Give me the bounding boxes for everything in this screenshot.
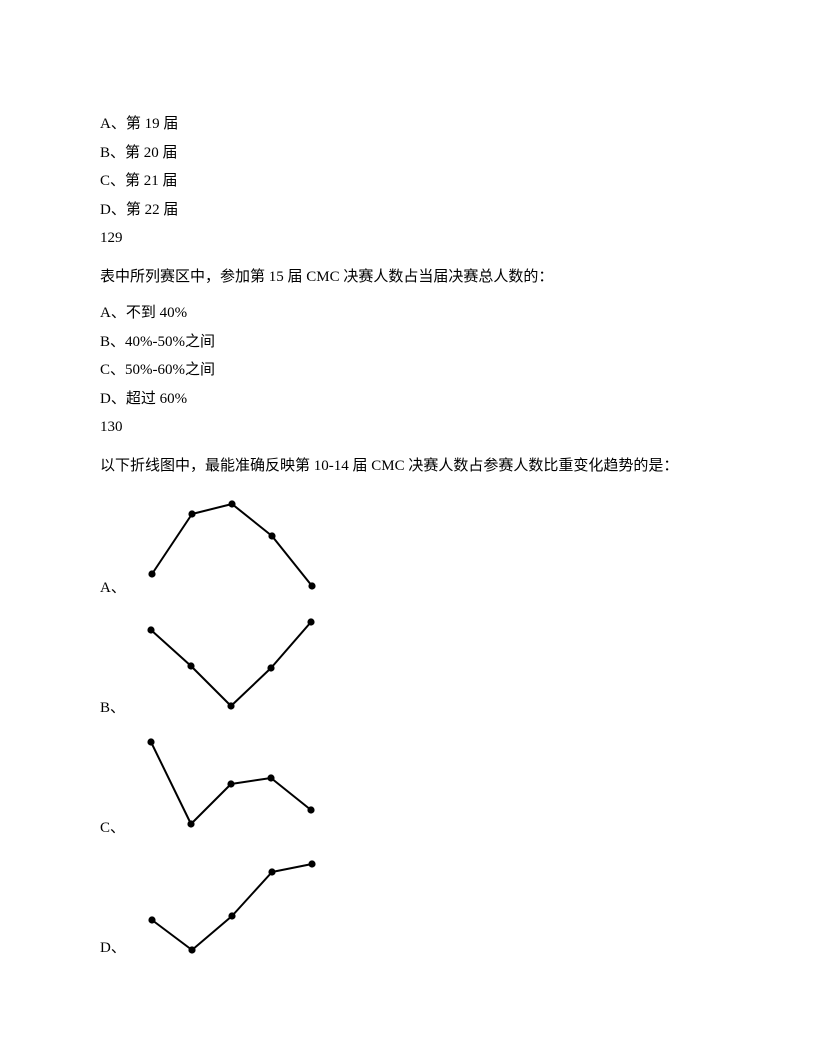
q129-option-c: C、50%-60%之间 xyxy=(100,356,716,385)
q130-option-d: D、 xyxy=(100,848,716,964)
q130-number: 130 xyxy=(100,413,716,442)
q129-text: 表中所列赛区中，参加第 15 届 CMC 决赛人数占当届决赛总人数的： xyxy=(100,263,716,292)
q130-label-b: B、 xyxy=(100,694,125,725)
line-chart-b xyxy=(131,608,331,724)
line-chart-c xyxy=(131,728,331,844)
line-chart-a xyxy=(132,488,332,604)
q129-number: 129 xyxy=(100,224,716,253)
q130-option-b: B、 xyxy=(100,608,716,724)
q128-option-c: C、第 21 届 xyxy=(100,167,716,196)
q130-text: 以下折线图中，最能准确反映第 10-14 届 CMC 决赛人数占参赛人数比重变化… xyxy=(100,452,716,481)
line-chart-d xyxy=(132,848,332,964)
q130-label-a: A、 xyxy=(100,574,126,605)
q130-option-c: C、 xyxy=(100,728,716,844)
q128-option-a: A、第 19 届 xyxy=(100,110,716,139)
q130-option-a: A、 xyxy=(100,488,716,604)
q129-option-a: A、不到 40% xyxy=(100,299,716,328)
page-content: A、第 19 届 B、第 20 届 C、第 21 届 D、第 22 届 129 … xyxy=(0,0,816,1008)
q130-label-c: C、 xyxy=(100,814,125,845)
q128-option-d: D、第 22 届 xyxy=(100,196,716,225)
q130-label-d: D、 xyxy=(100,934,126,965)
q128-option-b: B、第 20 届 xyxy=(100,139,716,168)
q129-option-b: B、40%-50%之间 xyxy=(100,328,716,357)
q129-option-d: D、超过 60% xyxy=(100,385,716,414)
